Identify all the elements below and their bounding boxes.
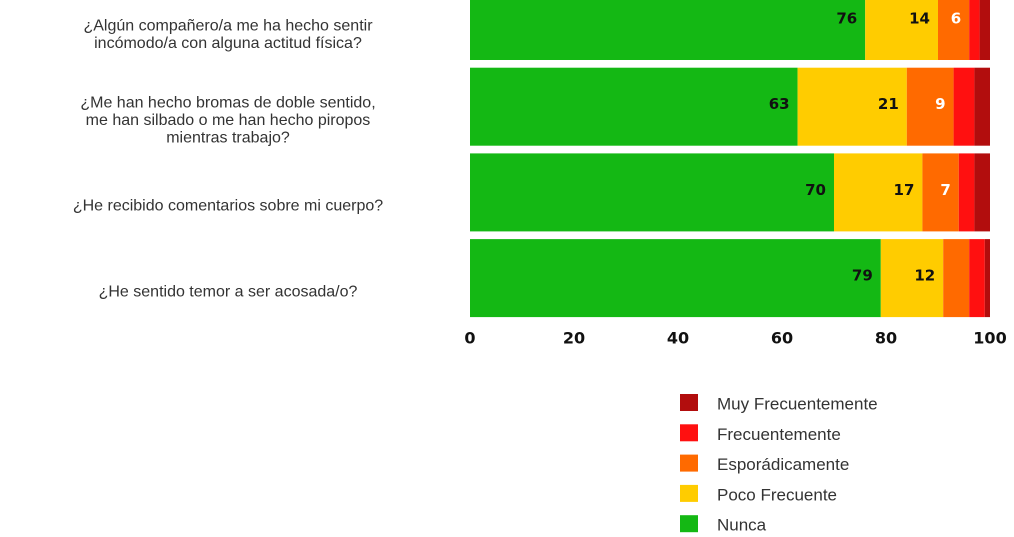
legend-label: Frecuentemente [717,425,841,444]
bar-segment [953,67,975,146]
value-label: 12 [914,267,935,285]
x-tick-label: 100 [973,329,1006,348]
x-tick-label: 60 [771,329,793,348]
bar-segment [969,0,980,60]
legend-swatch [680,394,698,411]
value-label: 70 [805,181,826,199]
category-label: ¿He sentido temor a ser acosada/o? [99,283,358,300]
category-label: ¿Algún compañero/a me ha hecho sentir [83,17,373,34]
value-label: 79 [852,267,873,285]
category-label: incómodo/a con alguna actitud física? [94,35,362,52]
bar-segment [797,67,907,146]
x-tick-label: 20 [563,329,585,348]
x-tick-label: 0 [464,329,475,348]
bar-segment [906,67,954,146]
value-label: 63 [769,95,790,113]
value-label: 9 [935,95,945,113]
legend-swatch [680,484,698,502]
value-label: 76 [836,10,857,28]
legend-swatch [680,454,698,472]
bar-segment [865,0,938,60]
value-label: 21 [878,95,899,113]
x-tick-label: 80 [875,329,897,348]
category-label: ¿He recibido comentarios sobre mi cuerpo… [73,198,383,215]
bar-segment [834,153,923,232]
legend-label: Esporádicamente [717,455,849,474]
bar-segment [958,153,975,232]
legend-label: Poco Frecuente [717,485,837,504]
legend-label: Muy Frecuentemente [717,394,878,413]
bar-segment [984,239,990,318]
value-label: 14 [909,10,930,28]
legend-label: Nunca [717,516,767,535]
category-label: me han silbado o me han hecho piropos [86,112,371,129]
bar-segment [969,239,985,318]
bar-segment [979,0,990,60]
bar-segment [974,153,990,232]
bar-segment [922,153,959,232]
category-label: mientras trabajo? [166,129,290,146]
bar-segment [880,239,944,318]
legend-swatch [680,424,698,442]
bar-segment [470,239,881,318]
bar-segment [943,239,970,318]
bar-segment [470,0,866,60]
bar-segment [938,0,970,60]
bar-segment [470,153,834,232]
legend-swatch [680,515,698,533]
category-label: ¿Me han hecho bromas de doble sentido, [80,94,375,111]
value-label: 7 [940,181,950,199]
bar-segment [470,67,798,146]
value-label: 6 [951,10,961,28]
x-tick-label: 40 [667,329,689,348]
bar-segment [974,67,990,146]
value-label: 17 [894,181,915,199]
